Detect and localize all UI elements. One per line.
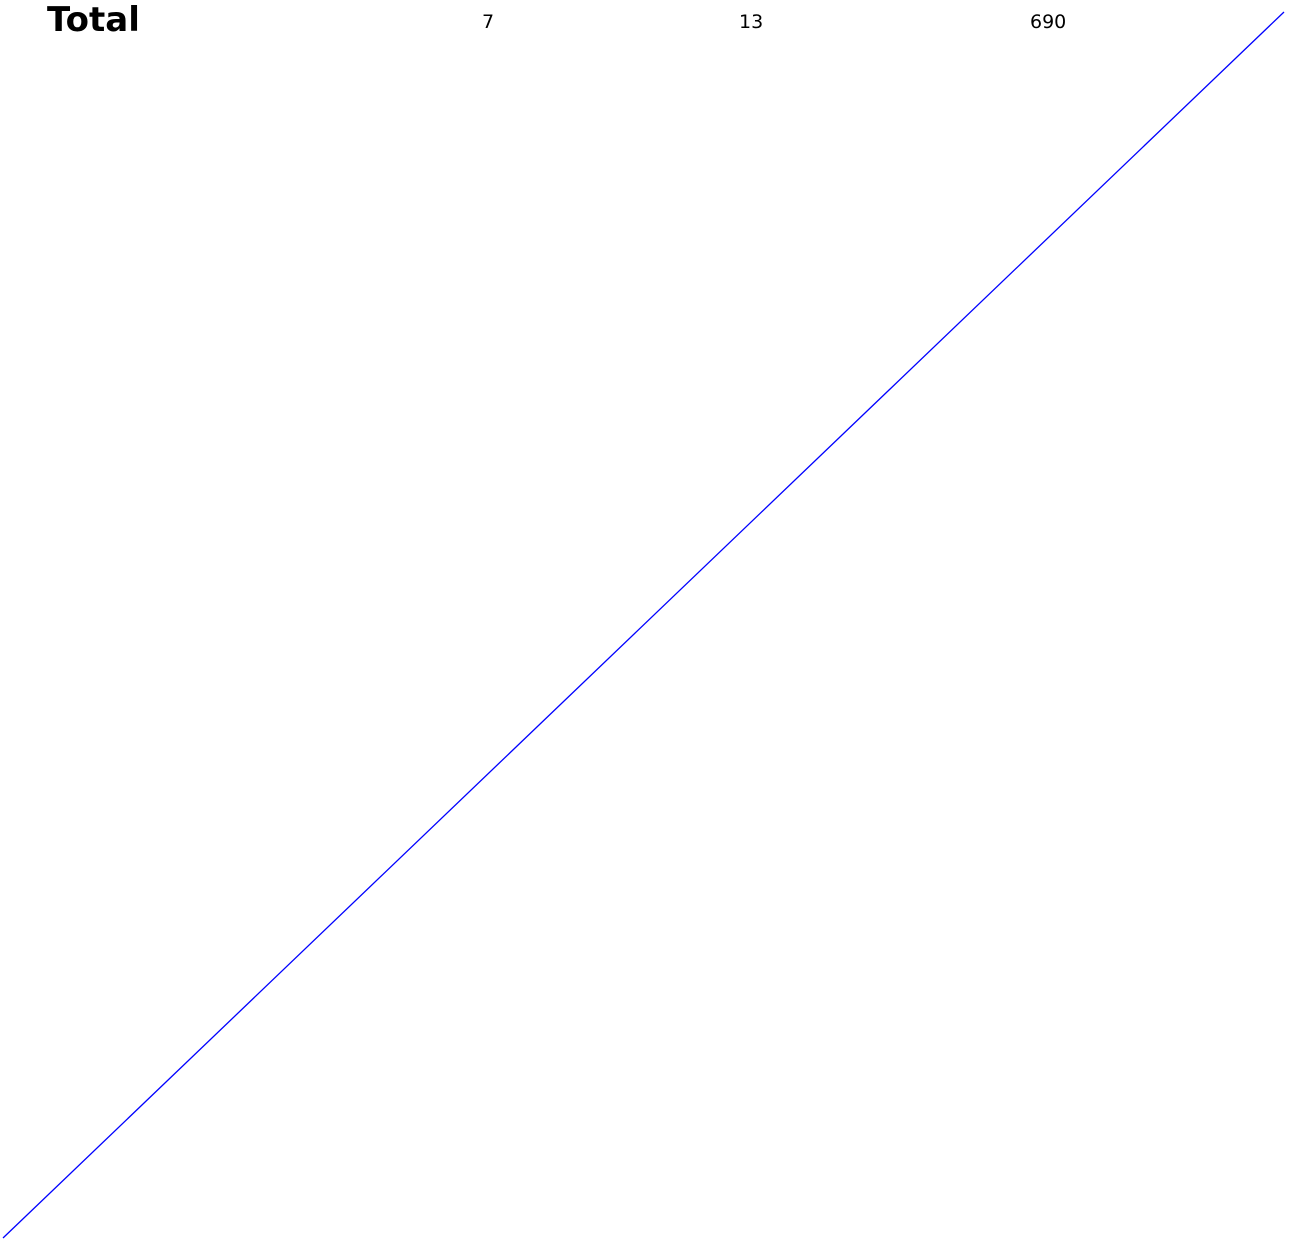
total-label: Total [47,0,140,40]
total-value-2: 13 [739,11,764,33]
total-value-3: 690 [1030,11,1067,33]
strike-line [2,11,1285,1239]
total-value-1: 7 [482,11,495,33]
total-row: Total 7 13 690 [0,0,1289,50]
